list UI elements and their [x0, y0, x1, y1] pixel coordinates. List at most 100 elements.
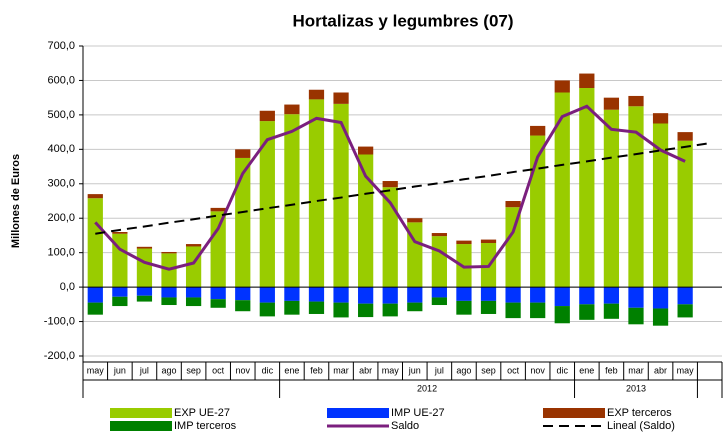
bar: [505, 287, 521, 303]
line-series: [94, 104, 686, 271]
bar: [333, 92, 349, 104]
bar: [628, 287, 644, 308]
bar: [210, 211, 226, 288]
legend-swatch: [327, 408, 389, 418]
bar: [628, 95, 644, 107]
bar: [579, 304, 595, 320]
bar: [628, 307, 644, 325]
bar: [161, 251, 177, 254]
bar: [382, 303, 398, 317]
bar: [235, 149, 251, 158]
bar: [530, 302, 546, 319]
bar: [505, 201, 521, 208]
bar: [358, 287, 374, 304]
bar: [480, 300, 497, 314]
bar: [530, 125, 546, 136]
bar: [259, 110, 275, 122]
bar: [579, 287, 595, 305]
bar: [112, 232, 128, 234]
bar: [308, 89, 325, 100]
bar: [210, 287, 226, 300]
x-tick-label: ene: [579, 365, 594, 375]
x-tick-label: nov: [235, 365, 250, 375]
y-tick-label: 300,0: [47, 178, 75, 190]
bar: [210, 207, 226, 212]
legend-swatch: [110, 408, 172, 418]
bar: [603, 97, 620, 110]
bar: [333, 287, 349, 303]
bar: [284, 104, 300, 115]
x-tick-label: feb: [310, 365, 323, 375]
x-tick-label: jun: [113, 365, 126, 375]
y-axis-label: Millones de Euros: [10, 154, 22, 248]
bar: [407, 302, 423, 312]
bar: [603, 109, 620, 288]
bar: [185, 246, 202, 288]
bar: [333, 103, 349, 288]
legend-swatch: [543, 408, 605, 418]
x-tick-label: jun: [408, 365, 421, 375]
legend-label: EXP terceros: [607, 407, 672, 419]
bar: [652, 123, 669, 288]
legend-label: Saldo: [391, 420, 419, 432]
bar: [185, 244, 202, 247]
x-tick-label: jul: [434, 365, 444, 375]
bar: [431, 287, 447, 298]
bar: [308, 99, 325, 288]
legend-label: IMP UE-27: [391, 407, 445, 419]
x-tick-label: abr: [359, 365, 372, 375]
bar: [530, 287, 546, 303]
x-tick-label: ago: [456, 365, 471, 375]
x-tick-label: abr: [654, 365, 667, 375]
bar: [407, 287, 423, 303]
bar: [259, 302, 275, 317]
bar: [136, 246, 153, 249]
bar: [382, 287, 398, 304]
bar: [358, 154, 374, 288]
y-tick-label: 600,0: [47, 74, 75, 86]
x-tick-label: dic: [262, 365, 274, 375]
bar: [87, 302, 103, 315]
y-tick-label: -100,0: [44, 315, 75, 327]
bar: [308, 301, 325, 314]
x-tick-label: sep: [481, 365, 496, 375]
bar: [284, 114, 300, 288]
x-tick-label: may: [382, 365, 400, 375]
legend-label: EXP UE-27: [174, 407, 230, 419]
bar: [554, 80, 570, 93]
bar: [382, 187, 398, 288]
bar: [554, 287, 570, 307]
y-tick-label: 200,0: [47, 212, 75, 224]
y-tick-label: 100,0: [47, 247, 75, 259]
bar: [505, 302, 521, 319]
bar: [259, 287, 275, 303]
bar: [382, 181, 398, 188]
bar: [210, 299, 226, 308]
x-tick-label: feb: [605, 365, 618, 375]
bar: [358, 303, 374, 318]
bar: [628, 106, 644, 288]
bar: [284, 300, 300, 315]
bar: [530, 135, 546, 288]
bar: [87, 198, 103, 288]
bar: [554, 306, 570, 324]
bar: [87, 194, 103, 199]
bar: [579, 73, 595, 89]
bar: [603, 287, 620, 304]
bar: [136, 248, 153, 288]
legend-label: IMP terceros: [174, 420, 237, 432]
x-tick-label: ago: [162, 365, 177, 375]
bar: [431, 297, 447, 306]
x-tick-label: mar: [628, 365, 644, 375]
bar: [161, 297, 177, 306]
x-tick-label: ene: [284, 365, 299, 375]
bar: [677, 140, 693, 288]
line-series: [95, 142, 710, 235]
x-tick-label: mar: [333, 365, 349, 375]
x-tick-label: may: [677, 365, 695, 375]
bar: [259, 121, 275, 288]
bar: [456, 287, 472, 301]
y-tick-label: -200,0: [44, 350, 75, 362]
bar: [185, 297, 202, 307]
x-tick-label: sep: [186, 365, 201, 375]
